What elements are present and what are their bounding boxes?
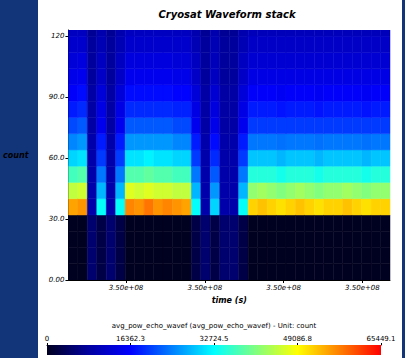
svg-text:60.0: 60.0: [49, 154, 65, 162]
svg-text:49086.8: 49086.8: [283, 335, 312, 343]
svg-text:120: 120: [51, 32, 65, 40]
svg-text:3.50e+08: 3.50e+08: [266, 284, 301, 292]
svg-text:avg_pow_echo_wavef (avg_pow_ec: avg_pow_echo_wavef (avg_pow_echo_wavef) …: [112, 322, 317, 330]
svg-text:3.50e+08: 3.50e+08: [187, 284, 222, 292]
svg-text:Cryosat Waveform stack: Cryosat Waveform stack: [158, 9, 296, 20]
svg-text:time (s): time (s): [212, 296, 247, 305]
svg-text:3.50e+08: 3.50e+08: [345, 284, 380, 292]
svg-text:3.50e+08: 3.50e+08: [109, 284, 144, 292]
svg-text:90.0: 90.0: [49, 93, 65, 101]
svg-text:65449.1: 65449.1: [367, 335, 396, 343]
svg-text:0.00: 0.00: [49, 276, 65, 284]
svg-text:16362.3: 16362.3: [116, 335, 145, 343]
svg-text:count: count: [3, 151, 30, 160]
svg-text:32724.5: 32724.5: [200, 335, 229, 343]
svg-text:30.0: 30.0: [49, 215, 65, 223]
svg-text:0: 0: [45, 335, 49, 343]
